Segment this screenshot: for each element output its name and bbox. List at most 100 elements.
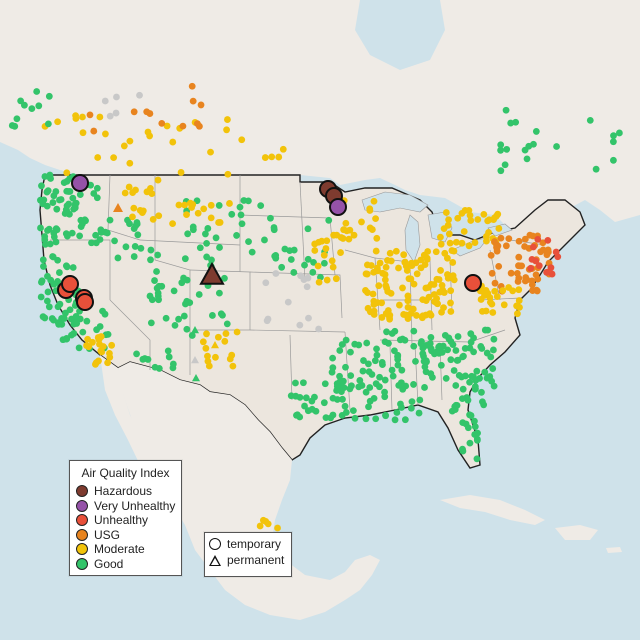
monitor-dot	[199, 338, 207, 346]
monitor-dot	[437, 240, 445, 248]
monitor-dot	[454, 356, 462, 364]
monitor-dot	[535, 262, 543, 270]
monitor-dot	[339, 377, 347, 385]
monitor-dot	[79, 328, 87, 336]
monitor-dot	[183, 325, 191, 333]
monitor-dot	[155, 365, 163, 372]
monitor-dot	[147, 319, 155, 327]
monitor-dot	[466, 439, 474, 447]
legend-label: Very Unhealthy	[94, 498, 176, 513]
monitor-dot	[284, 298, 292, 306]
monitor-dot	[130, 253, 138, 260]
monitor-dot	[209, 312, 216, 319]
monitor-dot	[148, 296, 156, 304]
monitor-dot	[56, 196, 63, 204]
monitor-dot	[54, 118, 62, 126]
monitor-dot	[49, 199, 57, 206]
monitor-dot	[45, 303, 53, 311]
monitor-dot	[188, 82, 196, 90]
monitor-dot	[222, 330, 230, 337]
monitor-dot	[17, 97, 25, 105]
monitor-dot	[90, 127, 98, 135]
monitor-dot	[466, 378, 473, 386]
monitor-dot	[471, 417, 478, 425]
monitor-dot	[451, 406, 459, 413]
monitor-dot	[482, 233, 490, 240]
monitor-dot	[521, 146, 529, 154]
monitor-dot	[169, 138, 177, 146]
monitor-dot	[84, 335, 92, 343]
monitor-dot	[394, 353, 402, 360]
monitor-dot	[311, 393, 318, 401]
monitor-dot	[328, 257, 336, 265]
monitor-dot	[533, 286, 540, 294]
monitor-dot	[44, 288, 52, 296]
monitor-dot	[441, 249, 449, 257]
monitor-dot	[180, 312, 188, 320]
monitor-dot	[153, 268, 160, 275]
monitor-dot	[488, 269, 496, 277]
monitor-dot	[104, 359, 112, 367]
monitor-dot	[136, 91, 143, 99]
monitor-dot	[41, 240, 49, 248]
monitor-dot	[224, 116, 231, 123]
monitor-dot	[186, 199, 194, 207]
monitor-dot	[96, 113, 104, 121]
monitor-dot	[497, 167, 505, 175]
monitor-dot	[223, 126, 230, 134]
monitor-dot	[444, 221, 452, 229]
monitor-dot	[395, 381, 403, 389]
monitor-dot	[315, 325, 323, 333]
monitor-dot	[93, 184, 101, 192]
monitor-dot	[514, 310, 521, 318]
monitor-dot	[328, 368, 336, 376]
monitor-dot	[384, 288, 392, 295]
monitor-dot	[97, 226, 105, 234]
monitor-dot	[203, 253, 211, 261]
temporary-monitor	[329, 198, 347, 216]
monitor-dot	[38, 278, 45, 286]
monitor-dot	[175, 315, 182, 323]
monitor-dot	[130, 204, 138, 212]
monitor-dot	[248, 248, 256, 256]
monitor-dot	[460, 352, 467, 360]
monitor-dot	[55, 320, 63, 328]
land-canada	[0, 0, 640, 238]
monitor-dot	[169, 360, 177, 368]
monitor-dot	[378, 358, 386, 366]
monitor-dot	[329, 263, 337, 271]
monitor-dot	[477, 296, 485, 303]
monitor-dot	[279, 145, 287, 153]
monitor-dot	[480, 210, 488, 218]
monitor-dot	[528, 255, 536, 263]
monitor-dot	[229, 362, 237, 370]
legend-label: Good	[94, 556, 124, 571]
monitor-dot	[83, 317, 91, 325]
monitor-dot	[63, 263, 71, 271]
monitor-dot	[445, 230, 453, 238]
monitor-dot	[96, 236, 104, 243]
monitor-dot	[202, 230, 209, 238]
monitor-dot	[257, 202, 265, 210]
monitor-dot	[427, 370, 435, 378]
monitor-dot	[50, 192, 58, 200]
monitor-dot	[147, 246, 155, 254]
monitor-dot	[473, 436, 481, 444]
monitor-dot	[381, 376, 389, 384]
monitor-dot	[512, 118, 520, 126]
monitor-dot	[196, 244, 204, 252]
monitor-dot	[409, 305, 417, 313]
monitor-dot	[465, 206, 473, 214]
monitor-dot	[336, 347, 344, 354]
monitor-dot	[137, 244, 145, 252]
monitor-dot	[450, 367, 458, 374]
monitor-dot	[13, 115, 21, 123]
monitor-dot	[228, 210, 236, 218]
monitor-dot	[408, 398, 416, 406]
monitor-dot	[40, 196, 48, 204]
monitor-dot	[458, 239, 466, 247]
monitor-dot	[219, 311, 226, 319]
monitor-dot	[421, 261, 429, 268]
monitor-dot	[261, 236, 268, 244]
monitor-dot	[262, 518, 270, 525]
